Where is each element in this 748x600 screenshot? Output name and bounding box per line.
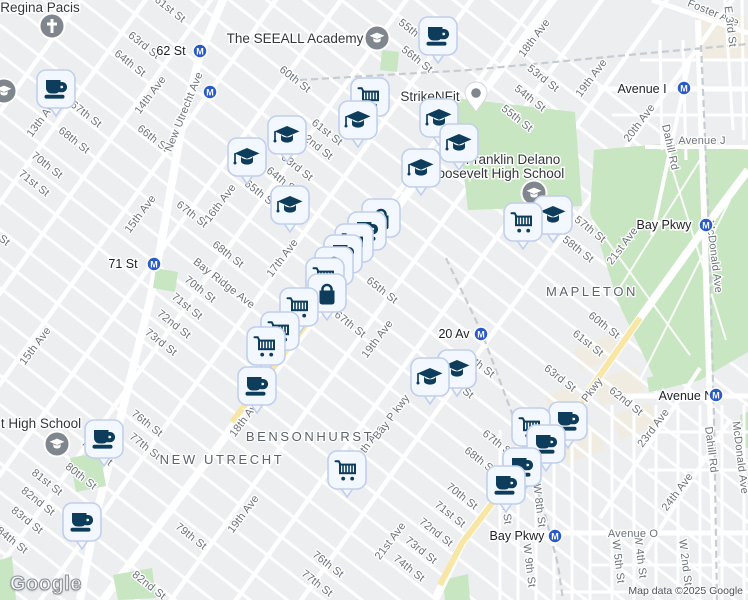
- svg-text:M: M: [551, 531, 559, 541]
- map-marker-coffee-cup[interactable]: [237, 366, 277, 415]
- subway-icon[interactable]: M: [146, 256, 162, 272]
- svg-text:M: M: [702, 220, 710, 230]
- map-marker-shopping-cart[interactable]: [246, 326, 286, 375]
- poi-label: Franklin Delano: [466, 152, 561, 167]
- neighborhood-label: MAPLETON: [546, 284, 638, 299]
- map-marker-graduation-cap[interactable]: [410, 357, 450, 406]
- station-label[interactable]: Bay Pkwy: [635, 217, 694, 234]
- svg-text:M: M: [477, 329, 485, 339]
- station-label[interactable]: Avenue N: [657, 388, 715, 405]
- svg-text:M: M: [150, 259, 158, 269]
- map-marker-graduation-cap[interactable]: [401, 148, 441, 197]
- map-marker-graduation-cap[interactable]: [270, 185, 310, 234]
- map-marker-coffee-cup[interactable]: [62, 502, 102, 551]
- subway-icon[interactable]: M: [202, 84, 218, 100]
- subway-icon[interactable]: M: [473, 326, 489, 342]
- map-marker-coffee-cup[interactable]: [486, 465, 526, 514]
- map-marker-graduation-cap[interactable]: [338, 100, 378, 149]
- station-label[interactable]: Avenue I: [616, 81, 668, 98]
- coffee-cup-icon: [44, 80, 68, 99]
- street-label: Avenue J: [678, 135, 725, 147]
- map-marker-graduation-cap[interactable]: [227, 137, 267, 186]
- map-marker-graduation-cap[interactable]: [439, 123, 479, 172]
- subway-icon[interactable]: M: [708, 387, 724, 403]
- google-logo[interactable]: Google: [9, 572, 82, 595]
- svg-text:M: M: [712, 390, 720, 400]
- station-label[interactable]: 62 St: [155, 43, 188, 60]
- subway-icon[interactable]: M: [676, 80, 692, 96]
- svg-text:M: M: [196, 46, 204, 56]
- map-marker-graduation-cap[interactable]: [267, 115, 307, 164]
- poi-label: Regina Pacis: [0, 0, 80, 15]
- subway-icon[interactable]: M: [547, 528, 563, 544]
- map-marker-shopping-cart[interactable]: [503, 202, 543, 251]
- svg-text:M: M: [680, 83, 688, 93]
- svg-text:M: M: [206, 87, 214, 97]
- station-label[interactable]: Bay Pkwy: [488, 528, 547, 545]
- neighborhood-label: NEW UTRECHT: [160, 452, 285, 467]
- school-icon[interactable]: [0, 77, 18, 105]
- coffee-cup-icon: [92, 430, 116, 449]
- subway-icon[interactable]: M: [698, 217, 714, 233]
- coffee-cup-icon: [245, 377, 269, 396]
- map-marker-graduation-cap[interactable]: [533, 195, 573, 244]
- map-marker-coffee-cup[interactable]: [418, 16, 458, 65]
- map-attribution[interactable]: Map data ©2025 Google: [628, 585, 743, 597]
- subway-icon[interactable]: M: [192, 43, 208, 59]
- map-marker-coffee-cup[interactable]: [36, 69, 76, 118]
- coffee-cup-icon: [426, 27, 450, 46]
- coffee-cup-icon: [494, 476, 518, 495]
- station-label[interactable]: 71 St: [107, 256, 140, 273]
- school-icon[interactable]: [363, 24, 391, 52]
- place-pin-icon[interactable]: [464, 81, 488, 113]
- map-marker-shopping-cart[interactable]: [327, 450, 367, 499]
- map-marker-coffee-cup[interactable]: [84, 419, 124, 468]
- coffee-cup-icon: [70, 513, 94, 532]
- street-label: Avenue O: [608, 528, 659, 540]
- poi-label: Roosevelt High School: [428, 166, 565, 181]
- school-icon[interactable]: [43, 430, 71, 458]
- station-label[interactable]: 20 Av: [437, 326, 472, 343]
- poi-label: t High School: [1, 416, 81, 431]
- church-icon[interactable]: [38, 12, 66, 40]
- neighborhood-label: BENSONHURST: [246, 429, 374, 444]
- poi-label: The SEEALL Academy: [227, 31, 364, 46]
